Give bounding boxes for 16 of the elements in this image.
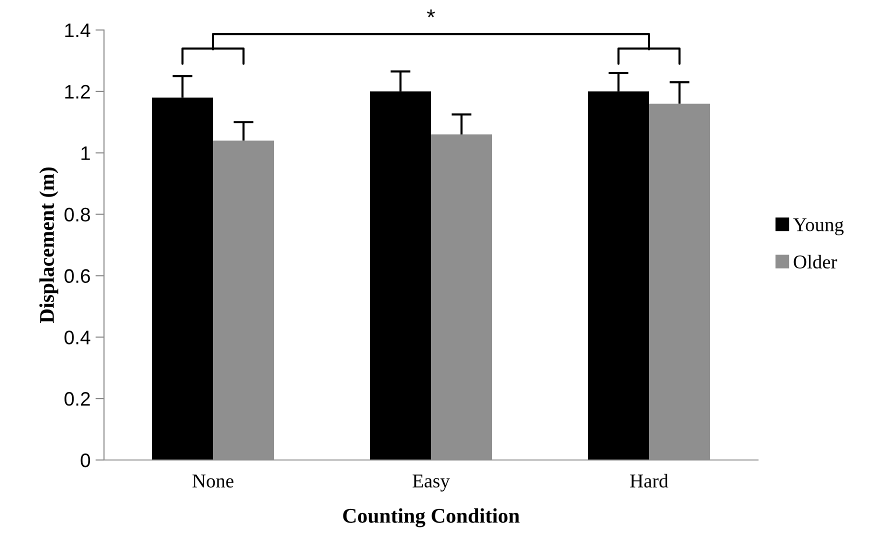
- y-tick-label: 1: [81, 146, 90, 160]
- y-tick-label: 0: [80, 453, 90, 468]
- y-tick-label: 0.2: [64, 392, 90, 406]
- legend-label: Young: [793, 218, 844, 236]
- text: *: [427, 9, 435, 18]
- y-tick-label: 1.4: [65, 24, 90, 38]
- x-tick-label: Hard: [630, 474, 668, 488]
- legend-label: Older: [794, 254, 838, 269]
- y-tick-label: 0.8: [64, 208, 90, 222]
- y-tick-label: 0.6: [64, 269, 90, 283]
- x-tick-label: Easy: [412, 474, 450, 492]
- y-tick-label: 0.4: [64, 330, 90, 344]
- y-axis-title: Displacement (m): [39, 168, 58, 324]
- x-axis-title: Counting Condition: [343, 508, 520, 528]
- y-tick-label: 1.2: [65, 84, 90, 98]
- x-tick-label: None: [192, 474, 234, 488]
